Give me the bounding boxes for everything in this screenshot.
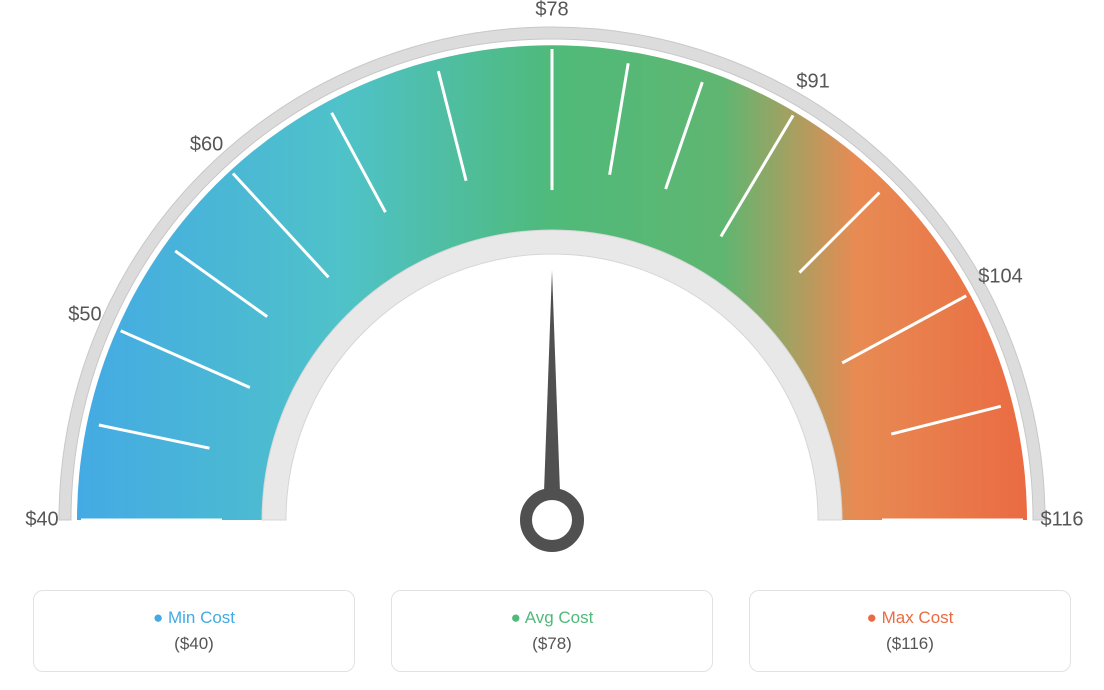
gauge-tick-label: $91: [796, 70, 829, 93]
gauge-chart-container: $40 $50 $60 $78 $91 $104 $116 Min Cost ($40) A…: [0, 0, 1104, 690]
gauge-area: $40 $50 $60 $78 $91 $104 $116: [0, 0, 1104, 570]
legend-max-title: Max Cost: [867, 608, 954, 628]
legend-card-avg: Avg Cost ($78): [391, 590, 713, 672]
gauge-tick-label: $60: [190, 133, 223, 156]
legend-row: Min Cost ($40) Avg Cost ($78) Max Cost (…: [0, 590, 1104, 672]
legend-card-max: Max Cost ($116): [749, 590, 1071, 672]
legend-min-title: Min Cost: [153, 608, 235, 628]
legend-card-min: Min Cost ($40): [33, 590, 355, 672]
gauge-svg: [0, 0, 1104, 570]
gauge-tick-label: $50: [68, 304, 101, 327]
legend-avg-title: Avg Cost: [511, 608, 594, 628]
gauge-tick-label: $78: [535, 0, 568, 22]
legend-max-value: ($116): [886, 634, 934, 654]
gauge-tick-label: $116: [1040, 509, 1083, 532]
legend-avg-value: ($78): [532, 634, 572, 654]
gauge-tick-label: $104: [978, 266, 1023, 289]
legend-min-value: ($40): [174, 634, 214, 654]
gauge-tick-label: $40: [25, 509, 58, 532]
